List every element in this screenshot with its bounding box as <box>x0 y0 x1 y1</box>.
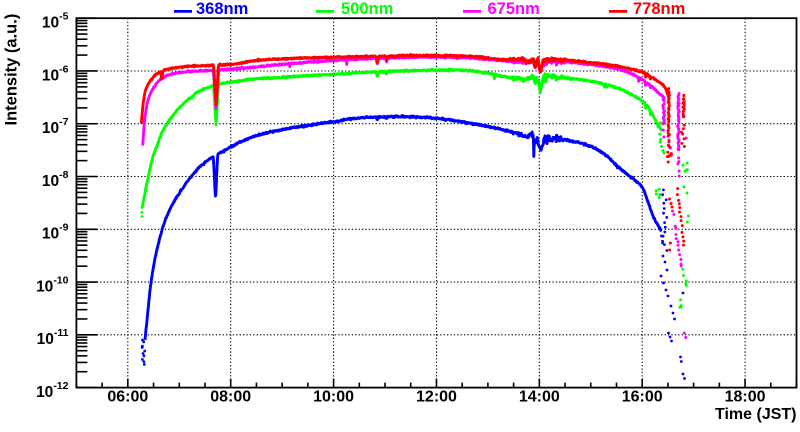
svg-text:16:00: 16:00 <box>622 389 663 406</box>
svg-text:Intensity (a.u.): Intensity (a.u.) <box>3 14 21 126</box>
svg-text:368nm: 368nm <box>196 0 248 18</box>
svg-text:Time (JST): Time (JST) <box>715 406 797 423</box>
svg-text:12:00: 12:00 <box>416 389 457 406</box>
svg-text:778nm: 778nm <box>633 0 685 18</box>
svg-text:675nm: 675nm <box>488 0 540 18</box>
svg-text:06:00: 06:00 <box>107 389 148 406</box>
svg-text:10:00: 10:00 <box>313 389 354 406</box>
svg-text:14:00: 14:00 <box>519 389 560 406</box>
svg-text:08:00: 08:00 <box>210 389 251 406</box>
svg-text:500nm: 500nm <box>341 0 393 18</box>
svg-text:18:00: 18:00 <box>725 389 766 406</box>
